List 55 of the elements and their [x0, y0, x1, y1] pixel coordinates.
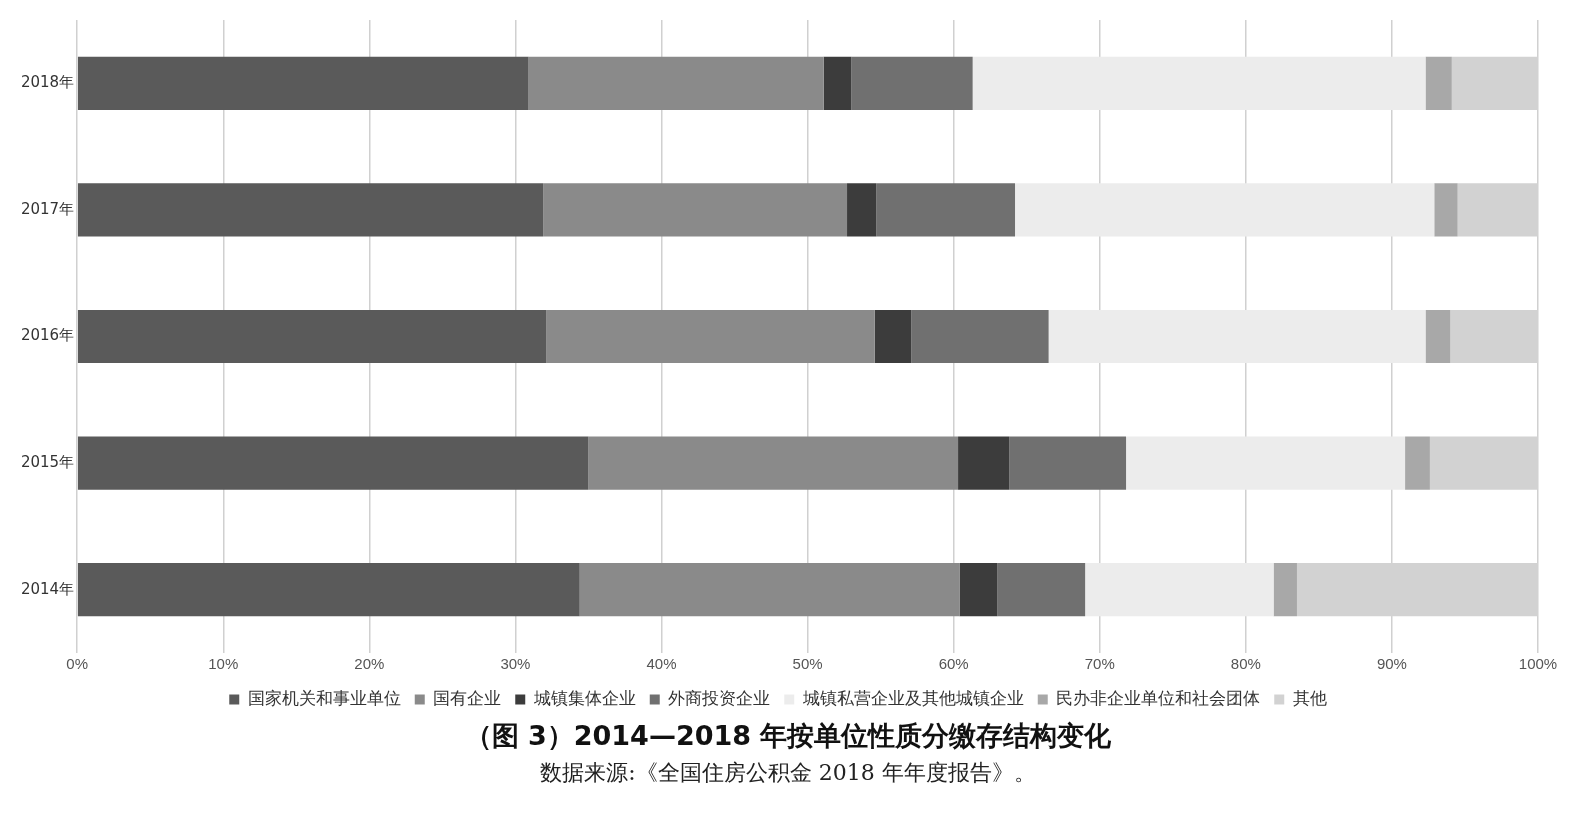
- legend-label: 城镇私营企业及其他城镇企业: [801, 687, 1024, 708]
- bar: [1273, 563, 1297, 617]
- bar: [847, 183, 877, 237]
- bar: [1015, 183, 1435, 237]
- bar: [528, 56, 824, 110]
- bar: [911, 309, 1049, 364]
- bar: [874, 309, 912, 364]
- x-tick-label: 70%: [1084, 655, 1115, 673]
- x-tick-label: 100%: [1518, 655, 1558, 673]
- y-tick-label: 2015年: [20, 452, 75, 471]
- legend-label: 国有企业: [433, 687, 502, 708]
- bar: [1048, 309, 1426, 364]
- x-tick-label: 90%: [1376, 655, 1407, 673]
- bar: [1425, 309, 1451, 364]
- bar: [77, 436, 589, 490]
- bar: [1085, 563, 1274, 617]
- y-tick-label: 2018年: [20, 73, 75, 92]
- bar: [1425, 56, 1452, 110]
- x-tick-label: 80%: [1230, 655, 1261, 673]
- bar: [77, 309, 547, 364]
- bar: [543, 183, 848, 237]
- x-tick-label: 50%: [792, 655, 823, 673]
- bar: [77, 56, 529, 110]
- x-tick-label: 0%: [66, 655, 89, 673]
- bar: [546, 309, 875, 364]
- bar: [77, 183, 544, 237]
- legend-label: 外商投资企业: [668, 687, 771, 708]
- bar: [1405, 436, 1430, 490]
- x-tick-label: 60%: [938, 655, 969, 673]
- x-tick-label: 20%: [354, 655, 385, 673]
- y-tick-label: 2017年: [20, 199, 75, 218]
- bar: [579, 563, 960, 617]
- bar: [1009, 436, 1127, 490]
- bar: [959, 563, 998, 617]
- bar: [1434, 183, 1458, 237]
- bar: [1126, 436, 1406, 490]
- bar: [958, 436, 1010, 490]
- bar: [77, 563, 580, 617]
- legend-label: 民办非企业单位和社会团体: [1056, 687, 1261, 708]
- source-note: 数据来源:《全国住房公积金 2018 年年度报告》。: [539, 759, 1037, 787]
- bar: [588, 436, 959, 490]
- bar: [851, 56, 973, 110]
- bar: [823, 56, 852, 110]
- bar: [972, 56, 1426, 110]
- bar: [876, 183, 1016, 237]
- x-tick-label: 30%: [500, 655, 531, 673]
- legend-label: 国家机关和事业单位: [247, 687, 401, 708]
- legend-label: 其他: [1292, 687, 1327, 708]
- y-tick-label: 2016年: [20, 326, 75, 345]
- text: （图 3）2014—2018 年按单位性质分缴存结构变化: [463, 719, 1113, 753]
- bar: [997, 563, 1086, 617]
- y-tick-label: 2014年: [20, 579, 75, 598]
- x-tick-label: 10%: [208, 655, 239, 673]
- x-tick-label: 40%: [646, 655, 677, 673]
- legend-label: 城镇集体企业: [532, 687, 636, 708]
